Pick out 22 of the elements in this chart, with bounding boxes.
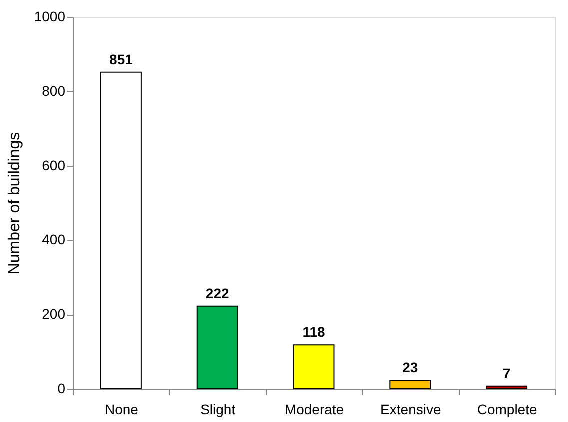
bar bbox=[293, 344, 335, 390]
data-label: 222 bbox=[206, 285, 230, 302]
data-label: 7 bbox=[502, 365, 511, 382]
x-tick-label: Complete bbox=[477, 402, 538, 418]
data-label: 118 bbox=[302, 324, 326, 340]
y-axis-title: Number of buildings bbox=[6, 132, 24, 275]
data-label: 851 bbox=[110, 51, 134, 68]
x-tick-label: None bbox=[104, 402, 139, 418]
y-tick-label: 0 bbox=[58, 380, 66, 396]
bar bbox=[100, 72, 142, 390]
y-tick-label: 1000 bbox=[34, 8, 66, 24]
y-tick-label: 400 bbox=[42, 232, 66, 248]
y-tick-label: 800 bbox=[42, 82, 66, 99]
bar bbox=[486, 386, 528, 390]
x-tick-label: Extensive bbox=[380, 402, 442, 418]
x-tick-label: Moderate bbox=[284, 402, 344, 418]
data-label: 23 bbox=[402, 359, 418, 376]
x-tick-label: Slight bbox=[200, 402, 236, 418]
y-tick-label: 200 bbox=[42, 306, 66, 322]
bar bbox=[196, 306, 238, 390]
y-tick-label: 600 bbox=[42, 157, 66, 174]
bar bbox=[390, 380, 432, 390]
